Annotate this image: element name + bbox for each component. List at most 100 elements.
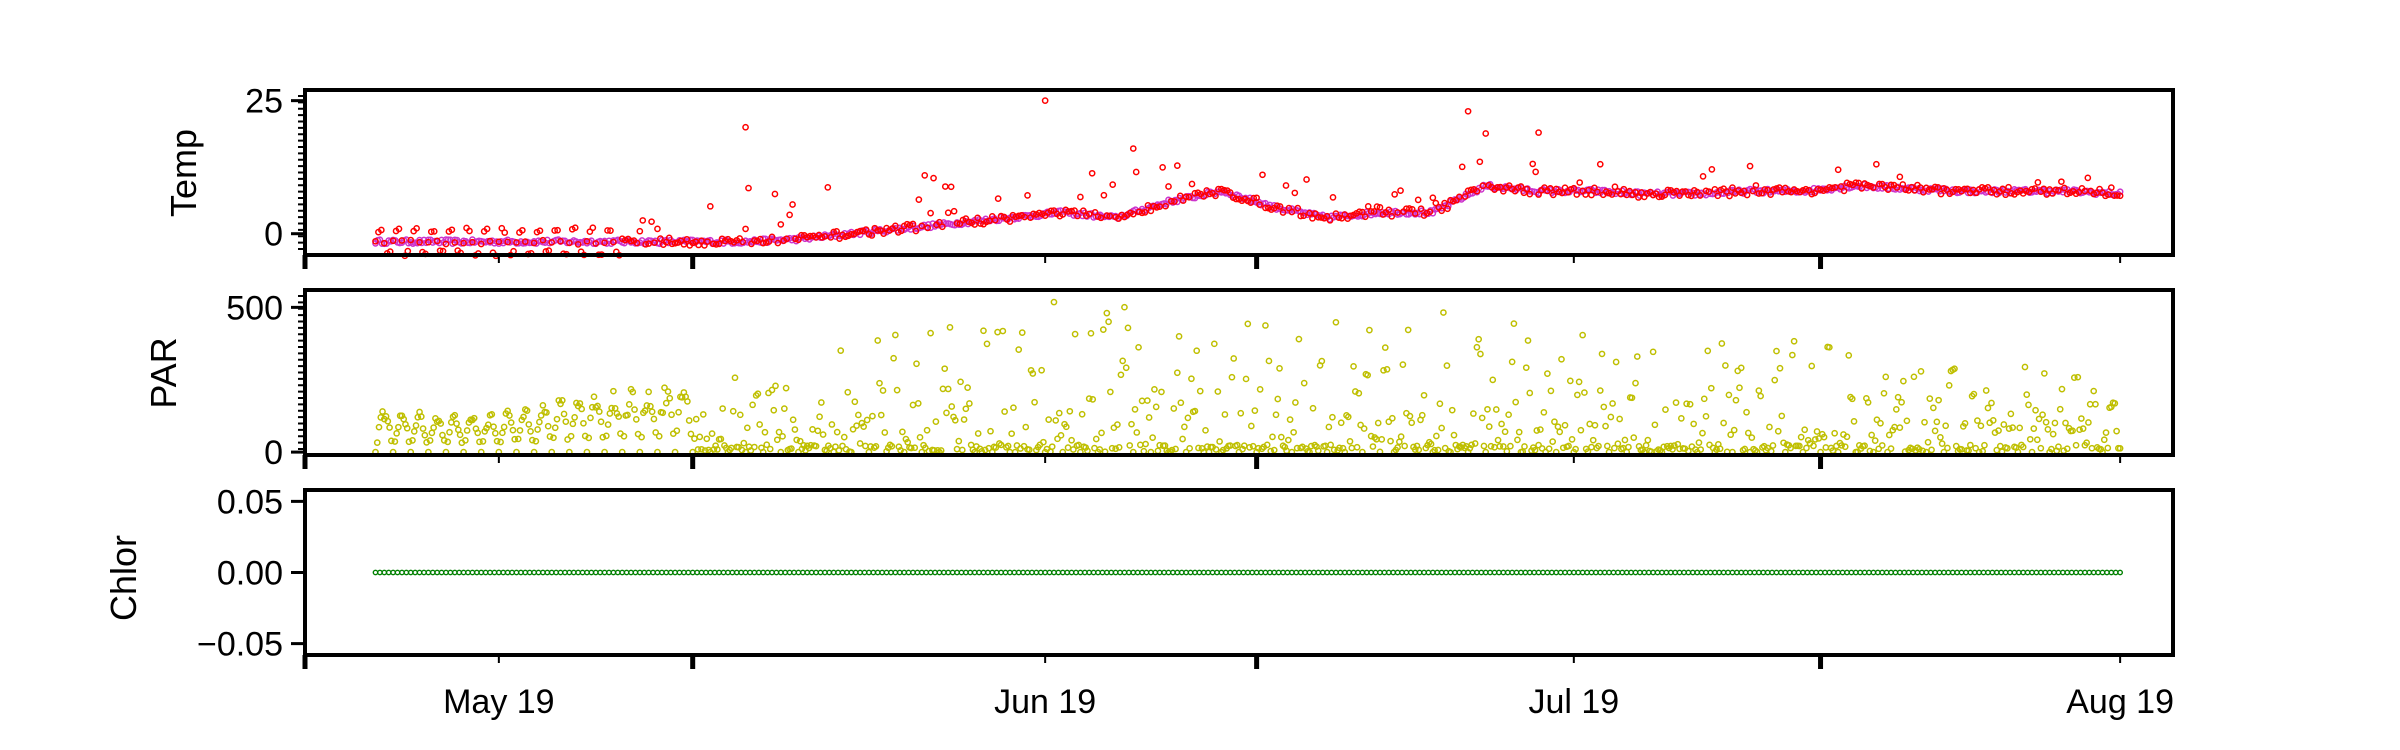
par-point: [849, 425, 857, 433]
temp-red-point: [654, 225, 661, 233]
par-point: [1158, 388, 1165, 396]
par-point: [1718, 340, 1726, 347]
par-point: [960, 416, 968, 423]
temp-red-point: [1388, 212, 1396, 220]
temp-red-point: [1814, 185, 1821, 193]
par-point: [1831, 429, 1838, 437]
temp-y-tick-label: 0: [264, 216, 283, 254]
par-y-tick-label: 0: [264, 434, 283, 472]
par-point: [1632, 379, 1639, 387]
par-point: [1357, 421, 1364, 429]
temp-red-point: [745, 184, 752, 192]
par-point: [564, 436, 571, 443]
par-point: [1277, 433, 1285, 441]
par-point: [1133, 429, 1141, 436]
par-point: [462, 436, 469, 444]
temp-y-tick-label: 25: [245, 83, 283, 121]
par-point: [632, 416, 640, 423]
par-point: [1505, 411, 1512, 419]
par-point: [1272, 411, 1280, 419]
par-point: [1168, 446, 1176, 454]
par-point: [840, 433, 848, 441]
temp-red-point: [1573, 191, 1581, 198]
par-point: [493, 437, 501, 445]
par-point: [2021, 363, 2029, 371]
par-point: [1492, 406, 1500, 413]
temp-red-point: [521, 238, 529, 245]
temp-red-point: [1893, 184, 1901, 191]
temp-red-point: [1247, 199, 1255, 206]
par-point: [463, 427, 471, 434]
par-point: [1055, 409, 1063, 417]
par-point: [893, 386, 901, 394]
temp-red-point: [1593, 188, 1601, 196]
par-point: [523, 407, 531, 415]
temp-red-point: [1220, 186, 1228, 194]
par-point: [1172, 445, 1179, 453]
par-point: [1149, 434, 1156, 441]
par-point: [1586, 420, 1594, 428]
par-point: [590, 393, 598, 401]
par-point: [2005, 425, 2013, 432]
par-point: [1581, 389, 1588, 396]
par-point: [1128, 420, 1135, 428]
temp-red-point: [1761, 186, 1769, 193]
par-point: [1177, 399, 1185, 407]
par-point: [1237, 409, 1245, 417]
temp-red-point: [965, 218, 973, 226]
temp-red-point: [1147, 207, 1155, 215]
temp-red-point: [1476, 158, 1484, 166]
temp-red-point: [1012, 213, 1020, 221]
temp-red-point: [433, 237, 441, 245]
temp-red-point: [548, 239, 556, 246]
par-y-minor-ticks: [298, 295, 305, 450]
par-point: [1501, 428, 1509, 436]
par-point: [1010, 404, 1017, 412]
par-point: [1811, 436, 1819, 443]
temp-red-point: [1911, 187, 1918, 194]
par-point: [1098, 429, 1105, 437]
par-y-tick-label: 500: [226, 289, 283, 327]
temp-red-point: [2031, 185, 2039, 192]
par-point: [1256, 386, 1264, 393]
chlor-x-ticks: [302, 655, 2122, 669]
temp-red-point: [1079, 207, 1087, 215]
par-point: [1471, 440, 1479, 447]
par-point: [1064, 444, 1072, 451]
par-point: [736, 411, 744, 419]
par-point: [983, 340, 991, 348]
par-series-group: [372, 298, 2124, 456]
temp-series-group: [372, 97, 2124, 260]
par-point: [2026, 435, 2034, 443]
temp-red-point: [1282, 182, 1290, 189]
par-point: [1388, 414, 1396, 422]
par-point: [1154, 447, 1162, 455]
par-point: [992, 444, 1000, 451]
temp-red-point: [1931, 183, 1939, 191]
par-point: [1873, 416, 1881, 424]
temp-red-point: [1661, 191, 1669, 199]
par-point: [1270, 446, 1278, 454]
par-point: [1896, 424, 1904, 431]
par-point: [1337, 419, 1345, 427]
par-point: [2033, 436, 2041, 444]
par-point: [403, 424, 411, 432]
par-point: [1651, 421, 1659, 429]
temp-red-point: [1309, 214, 1316, 222]
par-point: [1170, 405, 1178, 412]
par-point: [1989, 417, 1997, 424]
par-point: [1230, 355, 1238, 362]
temp-red-point: [1109, 181, 1117, 188]
par-point: [1242, 375, 1250, 383]
temp-red-point: [830, 228, 838, 236]
par-point: [756, 421, 764, 428]
temp-red-point: [751, 237, 758, 244]
par-point: [532, 437, 540, 445]
temp-red-point: [1165, 183, 1172, 190]
temp-red-point: [1679, 188, 1686, 195]
par-point: [775, 428, 783, 436]
par-point: [1124, 324, 1132, 332]
temp-red-point: [912, 227, 920, 235]
par-point: [879, 387, 887, 394]
temp-red-point: [1253, 194, 1260, 202]
